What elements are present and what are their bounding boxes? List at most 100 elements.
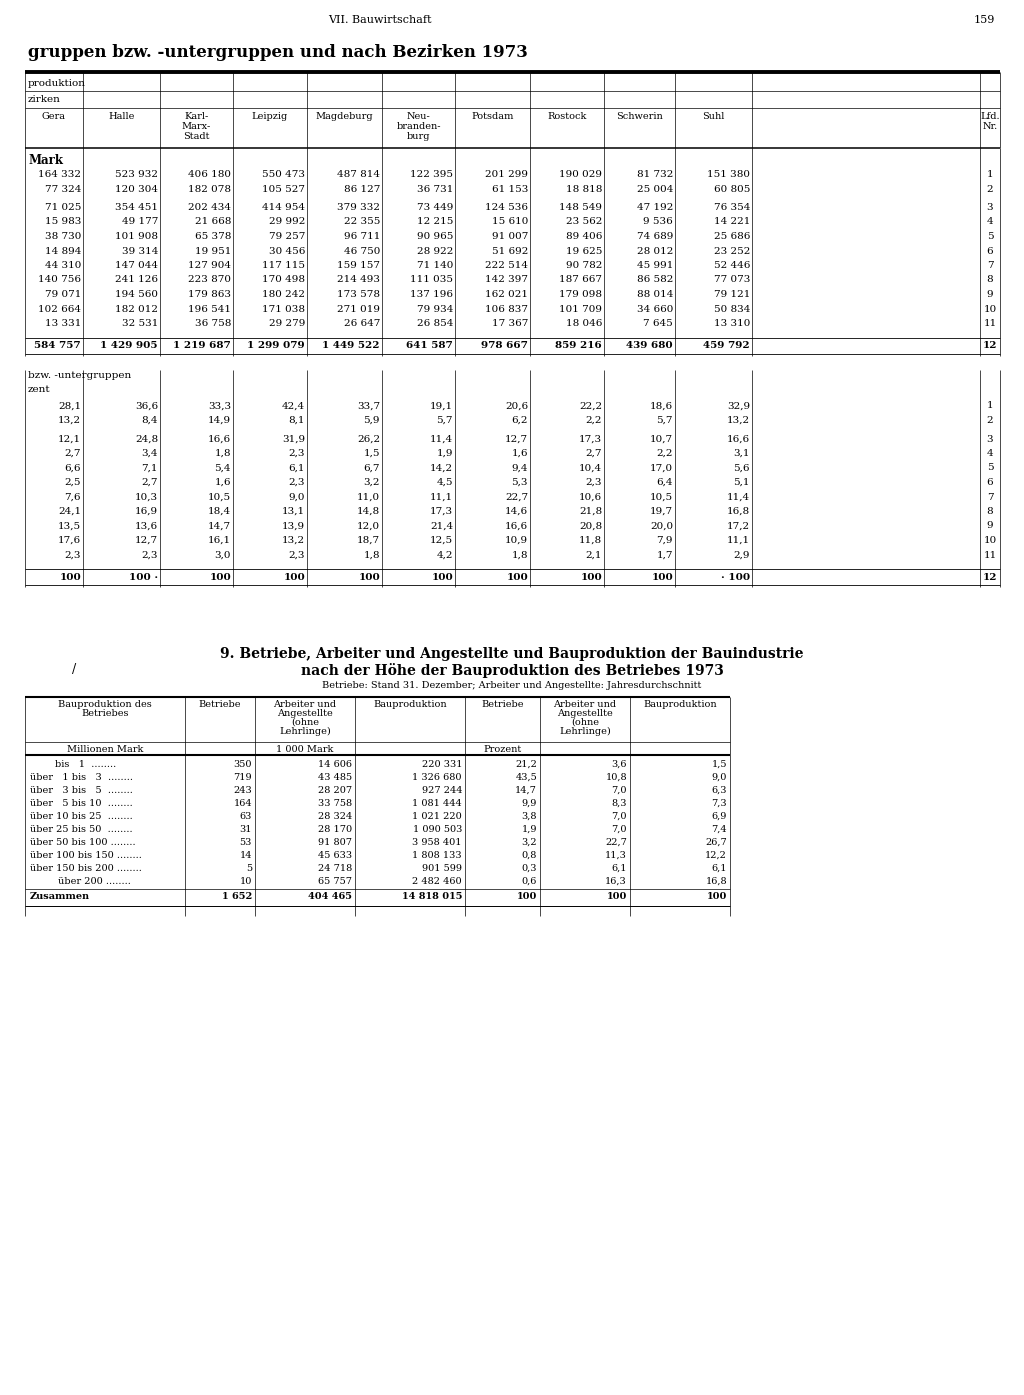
Text: 12: 12 xyxy=(983,342,997,350)
Text: 77 324: 77 324 xyxy=(45,184,81,194)
Text: 201 299: 201 299 xyxy=(485,170,528,179)
Text: (ohne: (ohne xyxy=(291,718,319,727)
Text: 12,7: 12,7 xyxy=(505,434,528,444)
Text: 91 007: 91 007 xyxy=(492,232,528,241)
Text: Potsdam: Potsdam xyxy=(471,112,514,121)
Text: 28 324: 28 324 xyxy=(317,812,352,822)
Text: 404 465: 404 465 xyxy=(308,891,352,901)
Text: 13,6: 13,6 xyxy=(135,522,158,530)
Text: 91 807: 91 807 xyxy=(318,838,352,847)
Text: 9 536: 9 536 xyxy=(643,218,673,226)
Text: 2,2: 2,2 xyxy=(586,416,602,425)
Text: 173 578: 173 578 xyxy=(337,290,380,299)
Text: 190 029: 190 029 xyxy=(559,170,602,179)
Text: 3,2: 3,2 xyxy=(364,478,380,487)
Text: 19,7: 19,7 xyxy=(650,506,673,516)
Text: 202 434: 202 434 xyxy=(188,204,231,212)
Text: 487 814: 487 814 xyxy=(337,170,380,179)
Text: 20,8: 20,8 xyxy=(579,522,602,530)
Text: 12,5: 12,5 xyxy=(430,536,453,545)
Text: 17,3: 17,3 xyxy=(579,434,602,444)
Text: Betriebe: Stand 31. Dezember; Arbeiter und Angestellte: Jahresdurchschnitt: Betriebe: Stand 31. Dezember; Arbeiter u… xyxy=(323,681,701,691)
Text: 11: 11 xyxy=(983,551,996,559)
Text: Bauproduktion: Bauproduktion xyxy=(643,700,717,709)
Text: Gera: Gera xyxy=(42,112,66,121)
Text: 8,1: 8,1 xyxy=(289,416,305,425)
Text: 19,1: 19,1 xyxy=(430,402,453,410)
Text: 124 536: 124 536 xyxy=(485,204,528,212)
Text: 140 756: 140 756 xyxy=(38,275,81,285)
Text: 71 140: 71 140 xyxy=(417,261,453,271)
Text: Bauproduktion: Bauproduktion xyxy=(373,700,446,709)
Text: 5,3: 5,3 xyxy=(512,478,528,487)
Text: 13,5: 13,5 xyxy=(58,522,81,530)
Text: 16,8: 16,8 xyxy=(706,877,727,886)
Text: 17,3: 17,3 xyxy=(430,506,453,516)
Text: 5: 5 xyxy=(987,463,993,473)
Text: 30 456: 30 456 xyxy=(268,247,305,255)
Text: 16,9: 16,9 xyxy=(135,506,158,516)
Text: 1: 1 xyxy=(987,170,993,179)
Text: 2: 2 xyxy=(987,184,993,194)
Text: 28,1: 28,1 xyxy=(58,402,81,410)
Text: 459 792: 459 792 xyxy=(703,342,750,350)
Text: über 10 bis 25  ........: über 10 bis 25 ........ xyxy=(30,812,133,822)
Text: 8: 8 xyxy=(987,506,993,516)
Text: 2,3: 2,3 xyxy=(65,551,81,559)
Text: 36 758: 36 758 xyxy=(195,319,231,328)
Text: 81 732: 81 732 xyxy=(637,170,673,179)
Text: Nr.: Nr. xyxy=(982,121,997,131)
Text: 24,8: 24,8 xyxy=(135,434,158,444)
Text: 46 750: 46 750 xyxy=(344,247,380,255)
Text: 12,1: 12,1 xyxy=(58,434,81,444)
Text: 859 216: 859 216 xyxy=(555,342,602,350)
Text: 5,7: 5,7 xyxy=(656,416,673,425)
Text: 122 395: 122 395 xyxy=(410,170,453,179)
Text: 21,4: 21,4 xyxy=(430,522,453,530)
Text: 159 157: 159 157 xyxy=(337,261,380,271)
Text: 26,7: 26,7 xyxy=(706,838,727,847)
Text: 4: 4 xyxy=(987,449,993,458)
Text: 36,6: 36,6 xyxy=(135,402,158,410)
Text: 2,7: 2,7 xyxy=(65,449,81,458)
Text: 12,2: 12,2 xyxy=(706,851,727,859)
Text: 7: 7 xyxy=(987,492,993,501)
Text: 2,3: 2,3 xyxy=(586,478,602,487)
Text: 61 153: 61 153 xyxy=(492,184,528,194)
Text: 719: 719 xyxy=(233,773,252,783)
Text: 29 992: 29 992 xyxy=(268,218,305,226)
Text: Angestellte: Angestellte xyxy=(557,709,613,718)
Text: 31,9: 31,9 xyxy=(282,434,305,444)
Text: 5,6: 5,6 xyxy=(733,463,750,473)
Text: Betriebe: Betriebe xyxy=(199,700,242,709)
Text: Lfd.: Lfd. xyxy=(980,112,999,121)
Text: 96 711: 96 711 xyxy=(344,232,380,241)
Text: 584 757: 584 757 xyxy=(35,342,81,350)
Text: 7 645: 7 645 xyxy=(643,319,673,328)
Text: Marx-: Marx- xyxy=(182,121,211,131)
Text: 17,6: 17,6 xyxy=(58,536,81,545)
Text: 180 242: 180 242 xyxy=(262,290,305,299)
Text: 18,6: 18,6 xyxy=(650,402,673,410)
Text: 32 531: 32 531 xyxy=(122,319,158,328)
Text: 9. Betriebe, Arbeiter und Angestellte und Bauproduktion der Bauindustrie: 9. Betriebe, Arbeiter und Angestellte un… xyxy=(220,647,804,661)
Text: 5: 5 xyxy=(246,864,252,873)
Text: 187 667: 187 667 xyxy=(559,275,602,285)
Text: 39 314: 39 314 xyxy=(122,247,158,255)
Text: 15 610: 15 610 xyxy=(492,218,528,226)
Text: 33,7: 33,7 xyxy=(357,402,380,410)
Text: 6,9: 6,9 xyxy=(712,812,727,822)
Text: 379 332: 379 332 xyxy=(337,204,380,212)
Text: 106 837: 106 837 xyxy=(485,304,528,314)
Text: 14,7: 14,7 xyxy=(515,785,537,795)
Text: 159: 159 xyxy=(974,15,995,25)
Text: 182 078: 182 078 xyxy=(188,184,231,194)
Text: 28 207: 28 207 xyxy=(317,785,352,795)
Text: 1 652: 1 652 xyxy=(222,891,252,901)
Text: Neu-: Neu- xyxy=(407,112,430,121)
Text: 0,6: 0,6 xyxy=(521,877,537,886)
Text: 7,1: 7,1 xyxy=(141,463,158,473)
Text: 63: 63 xyxy=(240,812,252,822)
Text: 2,1: 2,1 xyxy=(586,551,602,559)
Text: 14,2: 14,2 xyxy=(430,463,453,473)
